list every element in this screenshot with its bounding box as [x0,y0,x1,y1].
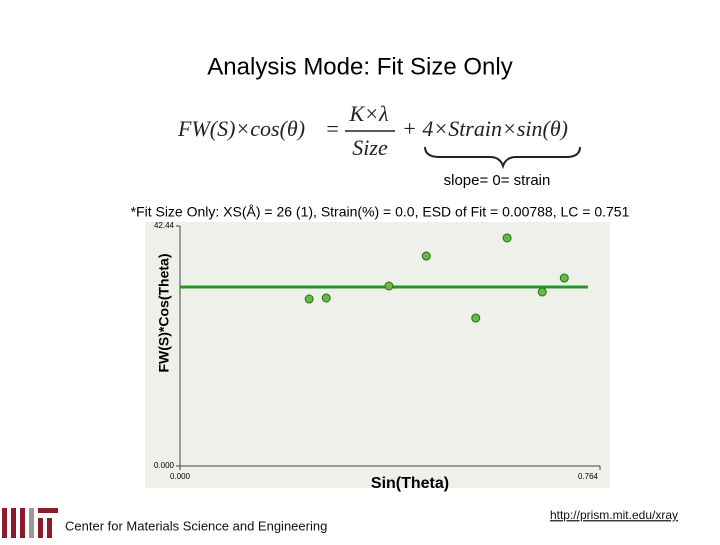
data-point [502,233,512,243]
data-point [321,293,331,303]
x-tick-label: 0.764 [578,472,599,481]
brace-note: slope= 0= strain [444,172,551,189]
data-point [384,281,394,291]
brace [424,146,581,170]
equation-numerator: K×λ [348,101,388,126]
y-tick-label: 42.44 [154,221,175,230]
equation-rhs: + 4×Strain×sin(θ) [402,116,568,141]
footer-left: Center for Materials Science and Enginee… [65,518,327,533]
equation: FW(S)×cos(θ) = K×λ Size + 4×Strain×sin(θ… [177,101,568,160]
equation-equals: = [325,116,340,141]
footer-link[interactable]: http://prism.mit.edu/xray [550,508,678,522]
data-point [537,287,547,297]
data-point [304,294,314,304]
y-axis-label: FW(S)*Cos(Theta) [156,254,172,373]
plot-background [145,222,610,488]
slide-title: Analysis Mode: Fit Size Only [207,53,512,80]
data-point [559,273,569,283]
equation-lhs: FW(S)×cos(θ) [177,116,305,141]
x-axis-label: Sin(Theta) [371,475,449,492]
mit-logo [2,508,58,538]
data-point [421,251,431,261]
equation-denominator: Size [352,135,388,160]
x-tick-label: 0.000 [170,472,191,481]
y-tick-label: 0.000 [154,461,175,470]
chart-title: *Fit Size Only: XS(Å) = 26 (1), Strain(%… [131,204,630,220]
data-point [471,313,481,323]
